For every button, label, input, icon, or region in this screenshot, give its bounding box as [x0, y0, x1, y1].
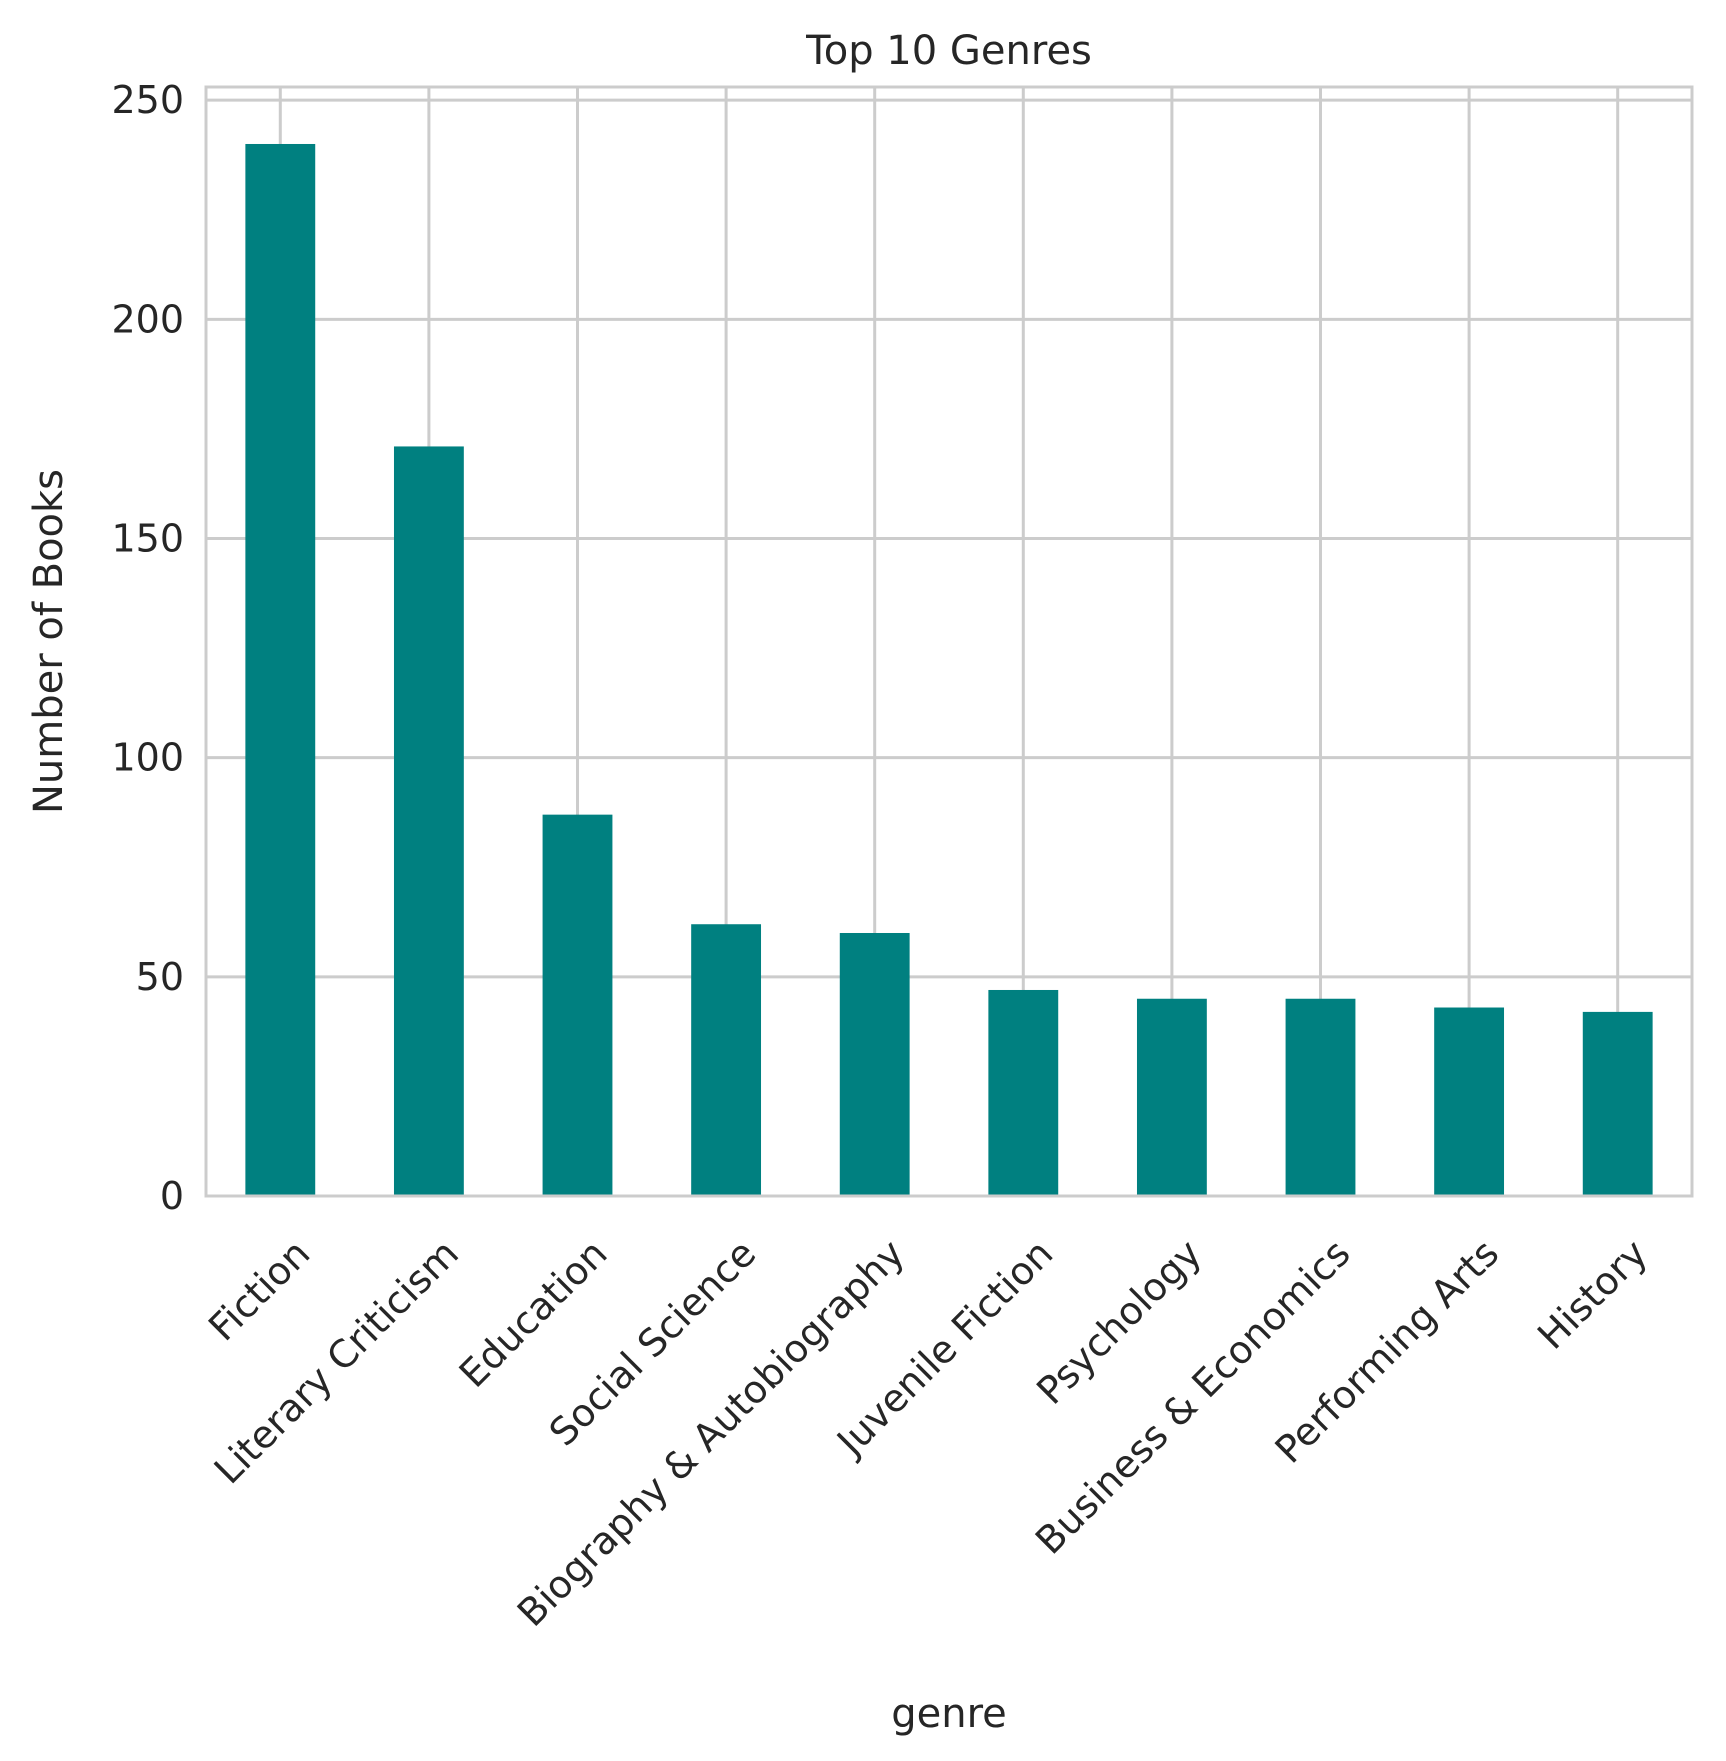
bar-biography-autobiography [839, 932, 910, 1196]
bar-performing-arts [1434, 1007, 1505, 1196]
y-tick-labels: 0 50 100 150 200 250 [111, 78, 184, 1218]
y-axis-label: Number of Books [26, 469, 72, 814]
bar-psychology [1136, 998, 1207, 1196]
bar-history [1582, 1011, 1653, 1196]
bar-business-economics [1285, 998, 1356, 1196]
bar-juvenile-fiction [988, 989, 1059, 1196]
bar-social-science [691, 924, 762, 1196]
x-tick-label: Literary Criticism [206, 1231, 467, 1492]
plot-frame [204, 85, 1694, 1198]
y-tick-label: 50 [136, 955, 184, 999]
x-axis-label: genre [891, 1691, 1007, 1737]
y-tick-label: 0 [160, 1174, 184, 1218]
chart-title: Top 10 Genres [805, 28, 1092, 74]
bar-fiction [245, 143, 316, 1197]
x-tick-label: History [1529, 1231, 1656, 1358]
bar-education [542, 814, 613, 1196]
x-tick-label: Education [451, 1231, 616, 1396]
x-tick-label: Fiction [200, 1231, 318, 1349]
bars [245, 143, 1653, 1197]
y-tick-label: 200 [111, 297, 184, 341]
y-tick-label: 100 [111, 736, 184, 780]
bar-literary-criticism [393, 446, 464, 1196]
y-tick-label: 250 [111, 78, 184, 122]
y-tick-label: 150 [111, 516, 184, 560]
